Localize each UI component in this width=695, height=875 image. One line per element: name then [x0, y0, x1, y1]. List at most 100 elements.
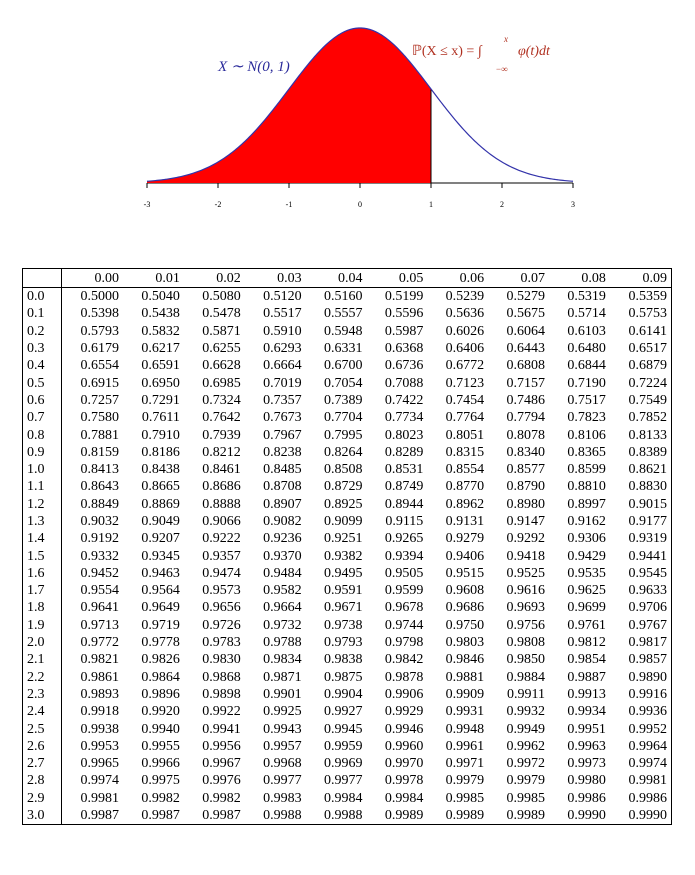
table-row: 0.6 0.7257 0.7291 0.7324 0.7357 0.7389 0.7422 0… [22, 391, 672, 410]
table-cell: 0.7794 [506, 410, 546, 426]
table-cell: 0.9452 [80, 565, 120, 581]
table-cell: 0.5832 [141, 323, 180, 339]
column-header: 0.01 [123, 268, 184, 288]
table-cell: 0.6406 [445, 341, 485, 357]
table-cell: 0.9599 [384, 583, 424, 599]
table-cell: 0.9812 [567, 635, 606, 651]
table-cell: 0.9936 [628, 704, 668, 720]
table-cell: 0.9984 [384, 790, 424, 806]
table-cell: 0.6141 [628, 323, 668, 339]
table-cell: 0.8749 [384, 479, 424, 495]
table-cell: 0.6554 [80, 358, 120, 374]
table-cell: 0.9738 [323, 617, 363, 633]
table-cell: 0.9678 [384, 600, 424, 616]
table-cell: 0.9949 [506, 721, 546, 737]
cdf-integrand: φ(t)dt [518, 44, 551, 59]
table-cell: 0.5120 [263, 289, 302, 305]
table-cell: 0.5438 [141, 306, 180, 322]
row-header: 2.5 [22, 720, 62, 738]
table-cell: 0.9656 [202, 600, 241, 616]
table-cell: 0.7549 [628, 392, 668, 408]
table-cell: 0.9974 [80, 773, 120, 789]
table-cell: 0.7881 [80, 427, 120, 443]
x-tick-label: 3 [571, 200, 575, 209]
table-cell: 0.9744 [384, 617, 424, 633]
row-header: 1.3 [22, 512, 62, 531]
table-cell: 0.9370 [263, 548, 302, 564]
table-cell: 0.9963 [567, 738, 606, 754]
table-cell: 0.9463 [141, 565, 180, 581]
table-cell: 0.9864 [141, 669, 180, 685]
table-cell: 0.6915 [80, 375, 120, 391]
cdf-label: ℙ(X ≤ x) = ∫ [412, 44, 483, 59]
table-cell: 0.5675 [506, 306, 546, 322]
table-row: 2.9 0.9981 0.9982 0.9982 0.9983 0.9984 0.9984 0… [22, 789, 672, 807]
table-cell: 0.6628 [202, 358, 241, 374]
table-cell: 0.9934 [567, 704, 606, 720]
table-cell: 0.9854 [567, 652, 606, 668]
table-cell: 0.5793 [80, 323, 120, 339]
table-cell: 0.9838 [323, 652, 363, 668]
table-cell: 0.9857 [628, 652, 668, 668]
row-header: 2.2 [22, 668, 62, 686]
table-cell: 0.8790 [506, 479, 546, 495]
table-cell: 0.9573 [202, 583, 241, 599]
table-cell: 0.6985 [202, 375, 241, 391]
table-cell: 0.5910 [263, 323, 302, 339]
table-cell: 0.7019 [263, 375, 302, 391]
table-cell: 0.9987 [80, 808, 120, 824]
table-cell: 0.5319 [567, 289, 606, 305]
table-cell: 0.9817 [628, 635, 668, 651]
row-header: 0.3 [22, 339, 62, 358]
table-cell: 0.8186 [141, 444, 180, 460]
table-cell: 0.9875 [323, 669, 363, 685]
table-cell: 0.9982 [141, 790, 180, 806]
table-cell: 0.9925 [263, 704, 302, 720]
table-cell: 0.9978 [384, 773, 424, 789]
row-header: 2.7 [22, 755, 62, 773]
table-cell: 0.8051 [445, 427, 485, 443]
table-cell: 0.9641 [80, 600, 120, 616]
table-cell: 0.6480 [567, 341, 606, 357]
table-cell: 0.9898 [202, 686, 241, 702]
table-cell: 0.9826 [141, 652, 180, 668]
table-cell: 0.9625 [567, 583, 606, 599]
table-cell: 0.9834 [263, 652, 302, 668]
table-cell: 0.7910 [141, 427, 180, 443]
table-cell: 0.9265 [384, 531, 424, 547]
table-cell: 0.9357 [202, 548, 241, 564]
table-cell: 0.9616 [506, 583, 546, 599]
table-cell: 0.9927 [323, 704, 363, 720]
table-cell: 0.7389 [323, 392, 363, 408]
table-cell: 0.9319 [628, 531, 668, 547]
table-cell: 0.7673 [263, 410, 302, 426]
table-cell: 0.9911 [507, 686, 546, 702]
table-cell: 0.9887 [567, 669, 606, 685]
table-cell: 0.9726 [202, 617, 241, 633]
column-header: 0.07 [488, 268, 550, 288]
row-header: 2.0 [22, 633, 62, 652]
table-cell: 0.9671 [323, 600, 363, 616]
table-cell: 0.8686 [202, 479, 241, 495]
table-cell: 0.5714 [567, 306, 606, 322]
table-cell: 0.9938 [80, 721, 120, 737]
table-cell: 0.9719 [141, 617, 180, 633]
table-row: 1.6 0.9452 0.9463 0.9474 0.9484 0.9495 0.9505 0… [22, 564, 672, 583]
table-cell: 0.6026 [445, 323, 485, 339]
table-cell: 0.9049 [141, 514, 180, 529]
table-cell: 0.9515 [445, 565, 485, 581]
table-cell: 0.5040 [141, 289, 180, 305]
table-cell: 0.8665 [141, 479, 180, 495]
table-cell: 0.8365 [567, 444, 606, 460]
table-cell: 0.6808 [506, 358, 546, 374]
table-cell: 0.9982 [202, 790, 241, 806]
table-cell: 0.9535 [567, 565, 606, 581]
table-cell: 0.9890 [628, 669, 668, 685]
table-cell: 0.7611 [141, 410, 180, 426]
table-cell: 0.9693 [506, 600, 546, 616]
table-row: 2.1 0.9821 0.9826 0.9830 0.9834 0.9838 0.9842 0… [22, 651, 672, 669]
table-cell: 0.9986 [628, 790, 668, 806]
table-row: 1.5 0.9332 0.9345 0.9357 0.9370 0.9382 0.9394 0… [22, 547, 672, 565]
table-cell: 0.8264 [323, 444, 363, 460]
